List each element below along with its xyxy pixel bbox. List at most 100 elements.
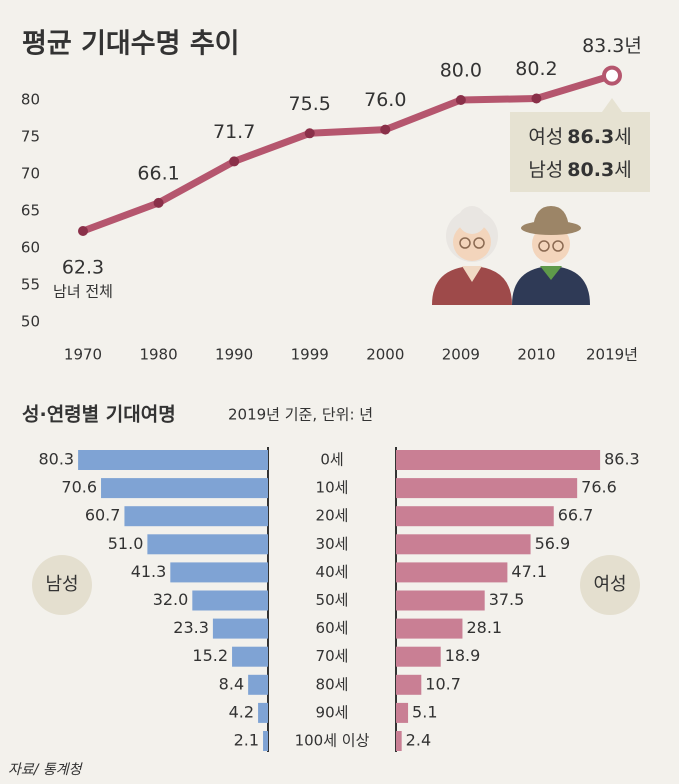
y-tick-label: 60 [21, 239, 40, 257]
value-label: 70.6 [61, 478, 97, 497]
value-label: 18.9 [445, 646, 481, 665]
value-label: 28.1 [466, 618, 502, 637]
y-tick-label: 50 [21, 313, 40, 331]
y-tick-label: 75 [21, 128, 40, 146]
bar [396, 702, 409, 723]
legend-label: 여성 [593, 574, 626, 595]
x-tick-label: 1970 [64, 346, 102, 364]
value-label: 66.1 [137, 162, 179, 184]
value-label: 47.1 [511, 562, 547, 581]
bar [232, 646, 268, 667]
point [455, 95, 466, 105]
x-tick-label: 2009 [442, 346, 480, 364]
bar [396, 562, 508, 583]
value-label: 8.4 [219, 674, 244, 693]
value-label: 76.6 [581, 478, 617, 497]
value-label: 75.5 [289, 93, 331, 115]
x-tick-label: 2010 [517, 346, 555, 364]
bar [396, 618, 463, 639]
value-label: 71.7 [213, 121, 255, 143]
chart-title: 성·연령별 기대여명 [22, 404, 176, 426]
category-label: 50세 [316, 591, 349, 609]
annotation: 남녀 전체 [53, 282, 113, 300]
bar [396, 674, 422, 695]
callout-text: 여성 86.3세 [528, 126, 631, 148]
bar [248, 674, 268, 695]
category-label: 40세 [316, 563, 349, 581]
bar [147, 534, 268, 555]
value-label: 5.1 [412, 702, 437, 721]
bar [212, 618, 268, 639]
callout-label: 여성 [528, 126, 563, 148]
y-tick-label: 65 [21, 202, 40, 220]
bar [396, 506, 554, 527]
point [380, 124, 391, 135]
y-tick-label: 70 [21, 165, 40, 183]
bar [396, 450, 601, 470]
legend-badge [580, 555, 640, 615]
bar [396, 478, 578, 499]
category-label: 90세 [316, 703, 349, 721]
value-label: 86.3 [604, 450, 640, 469]
legend-badge [32, 555, 92, 615]
point [531, 93, 542, 104]
x-tick-label: 2019년 [586, 346, 638, 364]
chart-subtitle: 2019년 기준, 단위: 년 [228, 406, 373, 424]
y-tick-label: 55 [21, 276, 40, 294]
category-label: 60세 [316, 619, 349, 637]
x-tick-label: 2000 [366, 346, 404, 364]
bar [396, 534, 531, 555]
value-label: 80.0 [440, 60, 482, 82]
value-label: 2.1 [234, 731, 259, 750]
value-label: 62.3 [62, 256, 104, 278]
bar [192, 590, 268, 611]
bar [396, 646, 441, 667]
value-label: 2.4 [406, 731, 431, 750]
line [79, 72, 616, 235]
value-label: 76.0 [364, 89, 406, 111]
bar [396, 731, 402, 751]
value-label: 41.3 [131, 562, 167, 581]
legend-label: 남성 [45, 574, 78, 595]
bar [124, 506, 269, 527]
category-label: 0세 [320, 451, 343, 469]
callout-value: 80.3 [567, 159, 614, 181]
bar [258, 702, 268, 723]
bar [78, 450, 268, 470]
source: 자료/ 통계청 [8, 762, 84, 778]
chart-title: 평균 기대수명 추이 [22, 29, 240, 60]
value-label: 4.2 [229, 702, 254, 721]
x-tick-label: 1999 [291, 346, 329, 364]
bar [263, 731, 268, 751]
value-label: 15.2 [192, 646, 228, 665]
category-label: 20세 [316, 507, 349, 525]
bar [396, 590, 485, 611]
x-tick-label: 1990 [215, 346, 253, 364]
point [153, 197, 164, 208]
elderly-man-icon [512, 206, 590, 305]
value-label: 66.7 [558, 506, 594, 525]
value-label: 32.0 [153, 590, 189, 609]
value-label: 23.3 [173, 618, 209, 637]
callout-text: 남성 80.3세 [528, 159, 631, 181]
value-label: 60.7 [85, 506, 121, 525]
callout-box [510, 98, 650, 192]
value-label: 56.9 [535, 534, 571, 553]
category-label: 70세 [316, 647, 349, 665]
bar [170, 562, 268, 583]
category-label: 100세 이상 [295, 732, 370, 750]
x-tick-label: 1980 [139, 346, 177, 364]
callout-unit: 세 [614, 126, 631, 148]
point [78, 225, 88, 236]
value-label: 80.2 [515, 58, 557, 80]
value-label: 83.3년 [582, 35, 642, 57]
value-label: 37.5 [489, 590, 525, 609]
elderly-woman-icon [432, 206, 512, 305]
point [229, 156, 240, 167]
category-label: 10세 [316, 479, 349, 497]
category-label: 30세 [316, 535, 349, 553]
callout-unit: 세 [614, 159, 631, 181]
bar [101, 478, 268, 499]
value-label: 80.3 [38, 450, 74, 469]
